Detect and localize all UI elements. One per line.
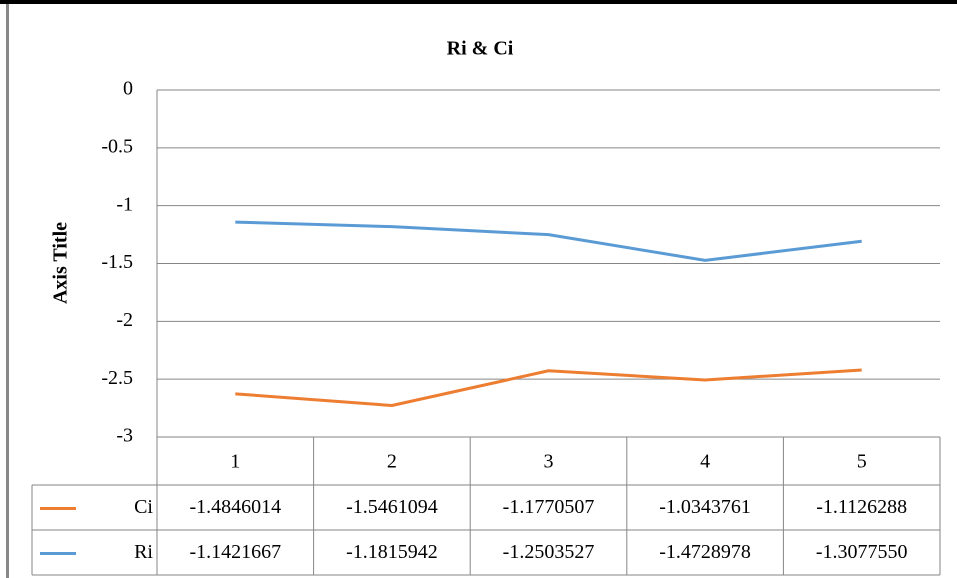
legend-label: Ci: [134, 496, 153, 518]
y-tick-label: -2.5: [101, 367, 133, 389]
series-line: [235, 368, 862, 408]
x-tick-label: 5: [857, 451, 867, 473]
table-value: -1.1421667: [189, 541, 281, 563]
table-value: -1.4846014: [189, 496, 281, 518]
y-tick-label: -2: [116, 309, 133, 331]
table-value: -1.1815942: [346, 541, 438, 563]
x-tick-label: 3: [544, 451, 554, 473]
x-tick-label: 1: [230, 451, 240, 473]
y-tick-label: -1: [116, 193, 133, 215]
left-border: [6, 4, 9, 578]
chart-title: Ri & Ci: [447, 38, 514, 60]
table-value: -1.5461094: [346, 496, 438, 518]
table-value: -1.4728978: [659, 541, 751, 563]
table-value: -1.1770507: [503, 496, 595, 518]
series-line: [235, 220, 862, 262]
x-tick-label: 2: [387, 451, 397, 473]
y-axis-title: Axis Title: [50, 222, 72, 304]
table-value: -1.3077550: [816, 541, 908, 563]
y-tick-label: 0: [123, 78, 133, 100]
y-tick-label: -3: [116, 425, 133, 447]
table-value: -1.2503527: [503, 541, 595, 563]
y-tick-label: -0.5: [101, 135, 133, 157]
legend-label: Ri: [134, 541, 153, 563]
x-tick-label: 4: [700, 451, 710, 473]
y-tick-label: -1.5: [101, 251, 133, 273]
top-border: [0, 0, 957, 4]
table-value: -1.1126288: [816, 496, 907, 518]
table-value: -1.0343761: [659, 496, 751, 518]
